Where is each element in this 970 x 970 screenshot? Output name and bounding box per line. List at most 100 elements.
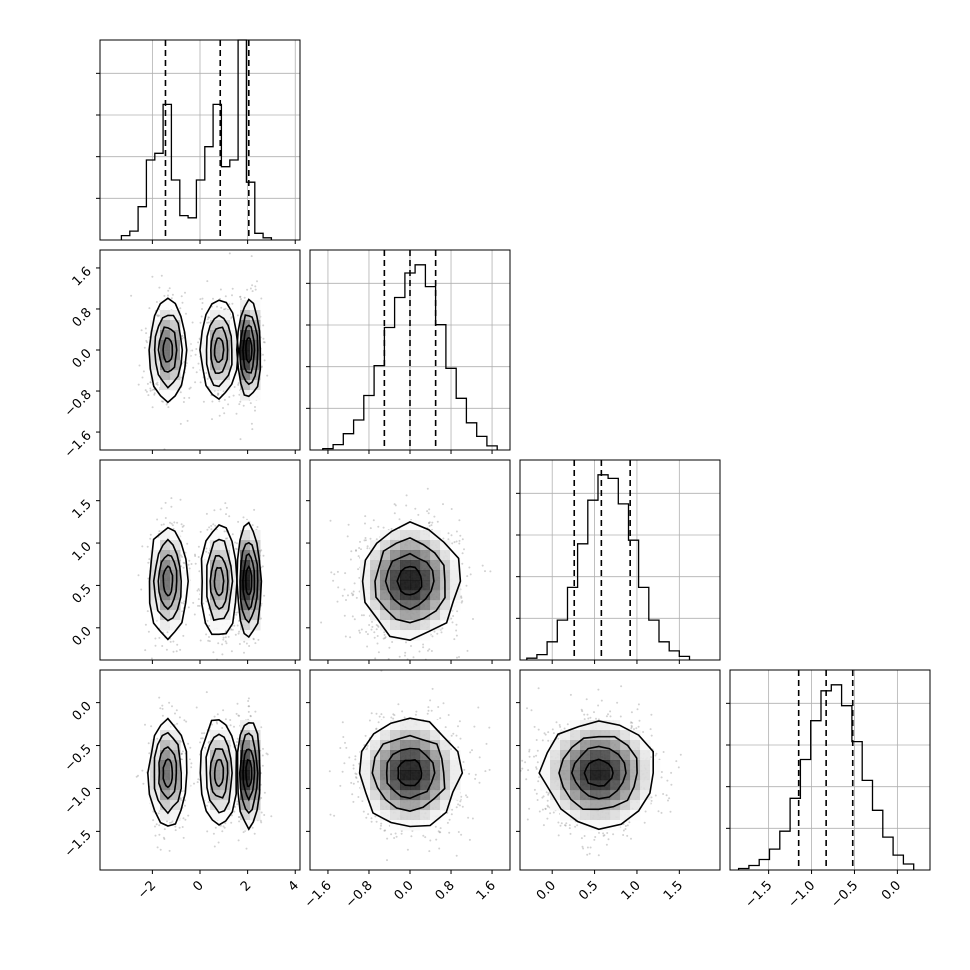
density-cell	[420, 550, 431, 561]
density-cell	[410, 530, 421, 541]
sample-point	[207, 624, 210, 627]
sample-point	[460, 595, 463, 598]
sample-point	[233, 810, 236, 813]
density-cell	[400, 610, 411, 621]
sample-point	[366, 547, 369, 550]
sample-point	[453, 541, 456, 544]
contour-line	[162, 565, 174, 597]
sample-point	[224, 640, 227, 643]
sample-point	[180, 295, 183, 298]
sample-point	[243, 296, 246, 299]
panel-2-0: 0.00.51.01.5	[70, 459, 301, 664]
sample-point	[233, 624, 236, 627]
sample-point	[149, 537, 152, 540]
sample-point	[251, 524, 254, 527]
sample-point	[171, 524, 174, 527]
sample-point	[180, 554, 183, 557]
sample-point	[206, 619, 209, 622]
sample-point	[359, 540, 361, 543]
sample-point	[451, 542, 454, 545]
contour-line	[236, 521, 263, 639]
sample-point	[461, 538, 464, 541]
density-cell	[230, 340, 241, 351]
density-cell	[250, 560, 261, 571]
contour-line	[213, 566, 225, 597]
sample-point	[149, 389, 152, 392]
sample-point	[194, 555, 197, 557]
sample-point	[231, 287, 234, 290]
density-cell	[250, 530, 261, 541]
sample-point	[332, 579, 335, 582]
sample-point	[212, 523, 215, 526]
density-cell	[180, 580, 191, 591]
density-cell	[370, 550, 381, 561]
density-cell	[200, 350, 211, 361]
sample-point	[170, 522, 173, 525]
density-cell	[410, 580, 421, 591]
sample-point	[199, 639, 202, 642]
sample-point	[151, 275, 154, 278]
sample-point	[430, 650, 433, 652]
panel-content	[320, 487, 492, 665]
sample-point	[249, 402, 252, 405]
sample-point	[146, 545, 149, 548]
contour-line	[384, 552, 435, 611]
sample-point	[231, 294, 233, 297]
sample-point	[208, 636, 210, 638]
density-cell	[390, 530, 401, 541]
sample-point	[428, 508, 431, 511]
density-cell	[250, 610, 261, 621]
density-cell	[420, 570, 431, 581]
sample-point	[489, 570, 492, 573]
density-cell	[160, 350, 171, 361]
density-cell	[250, 350, 261, 361]
sample-point	[235, 613, 238, 616]
density-cell	[410, 610, 421, 621]
sample-point	[357, 555, 360, 558]
density-cell	[210, 530, 221, 541]
sample-point	[436, 632, 439, 635]
density-cell	[450, 580, 461, 591]
sample-point	[187, 606, 190, 609]
sample-point	[218, 414, 221, 417]
y-tick-label: 0.8	[70, 305, 95, 330]
sample-point	[256, 526, 259, 528]
density-cell	[250, 340, 261, 351]
sample-point	[376, 642, 379, 645]
contour-line	[148, 297, 188, 404]
density-cell	[250, 360, 261, 371]
sample-point	[179, 307, 182, 310]
sample-point	[210, 723, 213, 726]
sample-point	[205, 600, 208, 603]
sample-point	[245, 847, 248, 850]
contour-line	[245, 336, 253, 364]
sample-point	[461, 552, 464, 555]
sample-point	[262, 341, 265, 344]
sample-point	[377, 625, 380, 628]
sample-point	[349, 636, 352, 639]
density-cell	[200, 330, 211, 341]
sample-point	[238, 630, 241, 633]
sample-point	[156, 381, 159, 384]
sample-point	[228, 303, 231, 306]
sample-point	[168, 287, 171, 290]
sample-point	[162, 400, 164, 403]
sample-point	[194, 381, 197, 384]
sample-point	[222, 407, 224, 409]
density-cell	[400, 540, 411, 551]
sample-point	[225, 642, 228, 645]
sample-point	[427, 649, 429, 652]
sample-point	[412, 656, 415, 659]
sample-point	[263, 594, 266, 597]
sample-point	[140, 588, 143, 591]
sample-point	[448, 663, 450, 665]
sample-point	[217, 642, 220, 645]
sample-point	[199, 321, 202, 324]
sample-point	[179, 498, 182, 501]
density-cell	[380, 610, 391, 621]
density-cell	[150, 370, 161, 381]
density-cell	[420, 530, 431, 541]
sample-point	[154, 644, 157, 647]
sample-point	[257, 638, 260, 641]
